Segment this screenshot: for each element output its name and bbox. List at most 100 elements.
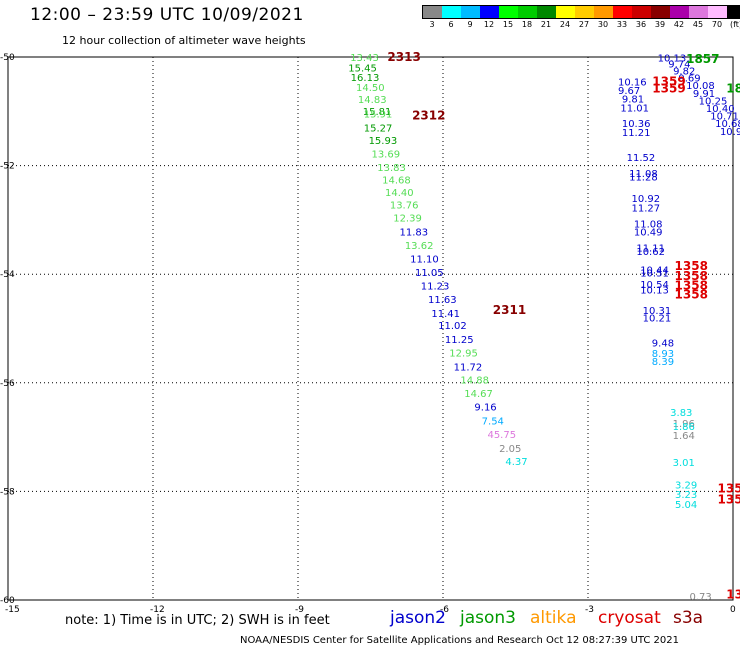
- y-tick-label: -60: [0, 596, 15, 606]
- data-point-label: 10.13: [658, 54, 687, 65]
- legend-jason3: jason3: [460, 608, 516, 628]
- data-point-label: 13.83: [377, 163, 406, 174]
- data-point-label: 1358: [675, 279, 708, 293]
- scale-label: 18: [521, 20, 533, 29]
- scale-label: 36: [635, 20, 647, 29]
- scale-label: 27: [578, 20, 590, 29]
- scale-label: 21: [540, 20, 552, 29]
- scale-swatch: [594, 6, 613, 18]
- data-point-label: 11.02: [438, 321, 467, 332]
- data-point-label: 10.40: [706, 104, 735, 115]
- scale-swatch: [708, 6, 727, 18]
- data-point-label: 2312: [412, 109, 445, 123]
- scale-label: 9: [467, 20, 473, 29]
- data-point-label: 11.21: [622, 128, 651, 139]
- data-point-label: 4.37: [505, 457, 527, 468]
- scale-swatch: [651, 6, 670, 18]
- scale-swatch: [537, 6, 556, 18]
- y-tick-label: -58: [0, 487, 15, 497]
- data-point-label: 10.51: [640, 269, 669, 280]
- data-point-label: 8.93: [652, 349, 674, 360]
- color-scale-swatches: [422, 5, 740, 19]
- footer-note: note: 1) Time is in UTC; 2) SWH is in fe…: [65, 613, 330, 628]
- scale-label: (ft): [729, 20, 740, 29]
- data-point-label: 12.95: [449, 348, 478, 359]
- data-point-label: 13: [726, 588, 740, 602]
- data-point-label: 11.83: [400, 227, 429, 238]
- scale-swatch: [670, 6, 689, 18]
- data-point-label: 11.25: [445, 335, 474, 346]
- data-point-label: 10.71: [710, 112, 739, 123]
- scale-swatch: [499, 6, 518, 18]
- data-point-label: 14.67: [464, 389, 493, 400]
- data-point-label: 9.16: [474, 403, 496, 414]
- x-tick-label: -3: [585, 605, 594, 615]
- scale-swatch: [518, 6, 537, 18]
- scale-label: 12: [483, 20, 495, 29]
- data-point-label: 135: [718, 493, 740, 507]
- scale-label: 30: [597, 20, 609, 29]
- data-point-label: 3.01: [673, 458, 695, 469]
- x-tick-label: 0: [730, 605, 736, 615]
- data-point-label: 3.29: [675, 480, 697, 491]
- scale-swatch: [613, 6, 632, 18]
- scale-swatch: [480, 6, 499, 18]
- data-point-label: 13.43: [350, 53, 379, 64]
- data-point-label: 5.04: [675, 500, 697, 511]
- data-point-label: 15.91: [364, 109, 393, 120]
- scale-swatch: [461, 6, 480, 18]
- data-point-label: 15.27: [364, 124, 393, 135]
- data-point-label: 1857: [686, 52, 719, 66]
- x-tick-label: -6: [440, 605, 449, 615]
- data-point-label: 1.86: [673, 422, 695, 433]
- data-point-label: 10.21: [643, 314, 672, 325]
- data-point-label: 14.50: [356, 83, 385, 94]
- scale-swatch: [423, 6, 442, 18]
- data-point-label: 11.28: [629, 172, 658, 183]
- data-point-label: 10.16: [618, 77, 647, 88]
- data-point-label: 15.81: [363, 107, 392, 118]
- data-point-label: 1358: [675, 287, 708, 301]
- scale-label: 3: [429, 20, 435, 29]
- data-point-label: 11.08: [629, 169, 658, 180]
- y-tick-label: -56: [0, 379, 15, 389]
- data-point-label: 135: [718, 482, 740, 496]
- data-point-label: 14.88: [460, 376, 489, 387]
- data-point-label: 0.73: [690, 592, 712, 603]
- data-point-label: 10.68: [715, 119, 740, 130]
- x-tick-label: -9: [295, 605, 304, 615]
- plot-frame: [7, 56, 734, 601]
- data-point-label: 8.39: [652, 357, 674, 368]
- scale-label: 24: [559, 20, 571, 29]
- data-point-label: 11.63: [428, 295, 457, 306]
- data-point-label: 11.52: [627, 153, 656, 164]
- data-point-label: 3.23: [675, 490, 697, 501]
- data-point-label: 13.76: [390, 201, 419, 212]
- data-point-label: 10.62: [636, 247, 665, 258]
- data-point-label: 1358: [675, 269, 708, 283]
- data-point-label: 11.01: [620, 103, 649, 114]
- page-subtitle: 12 hour collection of altimeter wave hei…: [62, 34, 306, 47]
- scale-label: 33: [616, 20, 628, 29]
- scale-label: 6: [448, 20, 454, 29]
- scale-swatch: [556, 6, 575, 18]
- data-point-label: 9.74: [668, 60, 690, 71]
- data-point-label: 9.67: [618, 86, 640, 97]
- x-tick-label: -12: [150, 605, 165, 615]
- y-tick-label: -54: [0, 270, 15, 280]
- data-point-label: 11.27: [632, 203, 661, 214]
- legend-cryosat: cryosat: [598, 608, 661, 628]
- y-tick-label: -50: [0, 53, 15, 63]
- data-point-label: 2.05: [499, 444, 521, 455]
- scale-swatch: [632, 6, 651, 18]
- data-point-label: 2313: [387, 50, 420, 64]
- scale-label: 70: [711, 20, 723, 29]
- footer-credits: NOAA/NESDIS Center for Satellite Applica…: [240, 635, 679, 646]
- scale-swatch: [727, 6, 740, 18]
- data-point-label: 10.13: [640, 285, 669, 296]
- y-tick-label: -52: [0, 162, 15, 172]
- legend-jason2: jason2: [390, 608, 446, 628]
- data-point-label: 11.10: [410, 254, 439, 265]
